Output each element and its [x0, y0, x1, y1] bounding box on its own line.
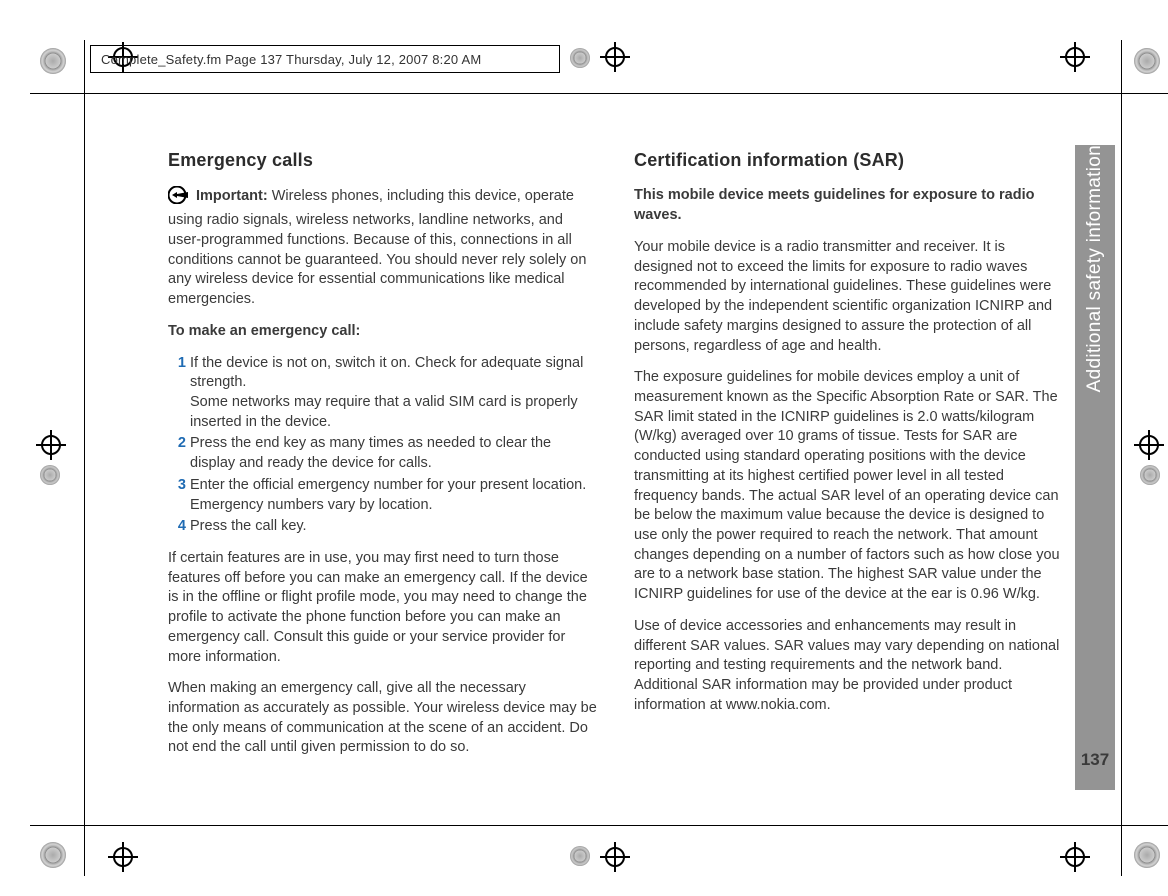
crop-mark-icon — [40, 842, 66, 868]
step-text: If the device is not on, switch it on. C… — [190, 355, 583, 430]
heading-emergency-calls: Emergency calls — [168, 148, 598, 172]
registration-mark-icon — [1060, 42, 1090, 72]
step-text: Enter the official emergency number for … — [190, 477, 586, 513]
page-number: 137 — [1080, 750, 1110, 770]
step-text: Press the end key as many times as neede… — [190, 435, 551, 471]
step-number: 2 — [168, 434, 186, 454]
registration-mark-icon — [1134, 430, 1164, 460]
left-column: Emergency calls Important: Wireless phon… — [168, 148, 598, 770]
content-area: Emergency calls Important: Wireless phon… — [168, 148, 1064, 770]
registration-mark-icon — [108, 842, 138, 872]
section-title: Additional safety information — [1084, 145, 1106, 402]
list-item: 1If the device is not on, switch it on. … — [190, 354, 598, 433]
crop-mark-icon — [570, 846, 590, 866]
subheading-make-emergency-call: To make an emergency call: — [168, 322, 598, 342]
step-number: 4 — [168, 517, 186, 537]
running-head-text: Complete_Safety.fm Page 137 Thursday, Ju… — [101, 52, 481, 67]
step-number: 3 — [168, 476, 186, 496]
paragraph: When making an emergency call, give all … — [168, 679, 598, 758]
registration-mark-icon — [1060, 842, 1090, 872]
important-icon — [168, 186, 190, 211]
crop-rule — [30, 93, 1168, 94]
paragraph: If certain features are in use, you may … — [168, 549, 598, 667]
important-body: Wireless phones, including this device, … — [168, 188, 586, 307]
section-side-tab: Additional safety information — [1075, 145, 1115, 790]
crop-mark-icon — [40, 48, 66, 74]
crop-rule — [84, 40, 85, 876]
step-text: Press the call key. — [190, 518, 307, 534]
paragraph: Use of device accessories and enhancemen… — [634, 617, 1064, 716]
heading-certification-sar: Certification information (SAR) — [634, 148, 1064, 172]
registration-mark-icon — [600, 842, 630, 872]
document-page: Complete_Safety.fm Page 137 Thursday, Ju… — [0, 0, 1168, 896]
list-item: 3Enter the official emergency number for… — [190, 476, 598, 515]
crop-rule — [1121, 40, 1122, 876]
running-head: Complete_Safety.fm Page 137 Thursday, Ju… — [90, 45, 560, 73]
right-column: Certification information (SAR) This mob… — [634, 148, 1064, 770]
paragraph: Your mobile device is a radio transmitte… — [634, 238, 1064, 356]
crop-mark-icon — [40, 465, 60, 485]
paragraph: The exposure guidelines for mobile devic… — [634, 368, 1064, 605]
sar-lead: This mobile device meets guidelines for … — [634, 186, 1064, 225]
crop-mark-icon — [1134, 842, 1160, 868]
crop-rule — [30, 825, 1168, 826]
list-item: 4Press the call key. — [190, 517, 598, 537]
registration-mark-icon — [36, 430, 66, 460]
crop-mark-icon — [1134, 48, 1160, 74]
crop-mark-icon — [570, 48, 590, 68]
list-item: 2Press the end key as many times as need… — [190, 434, 598, 473]
step-number: 1 — [168, 354, 186, 374]
crop-mark-icon — [1140, 465, 1160, 485]
important-label: Important: — [196, 188, 268, 204]
emergency-steps-list: 1If the device is not on, switch it on. … — [168, 354, 598, 537]
important-paragraph: Important: Wireless phones, including th… — [168, 186, 598, 309]
registration-mark-icon — [600, 42, 630, 72]
